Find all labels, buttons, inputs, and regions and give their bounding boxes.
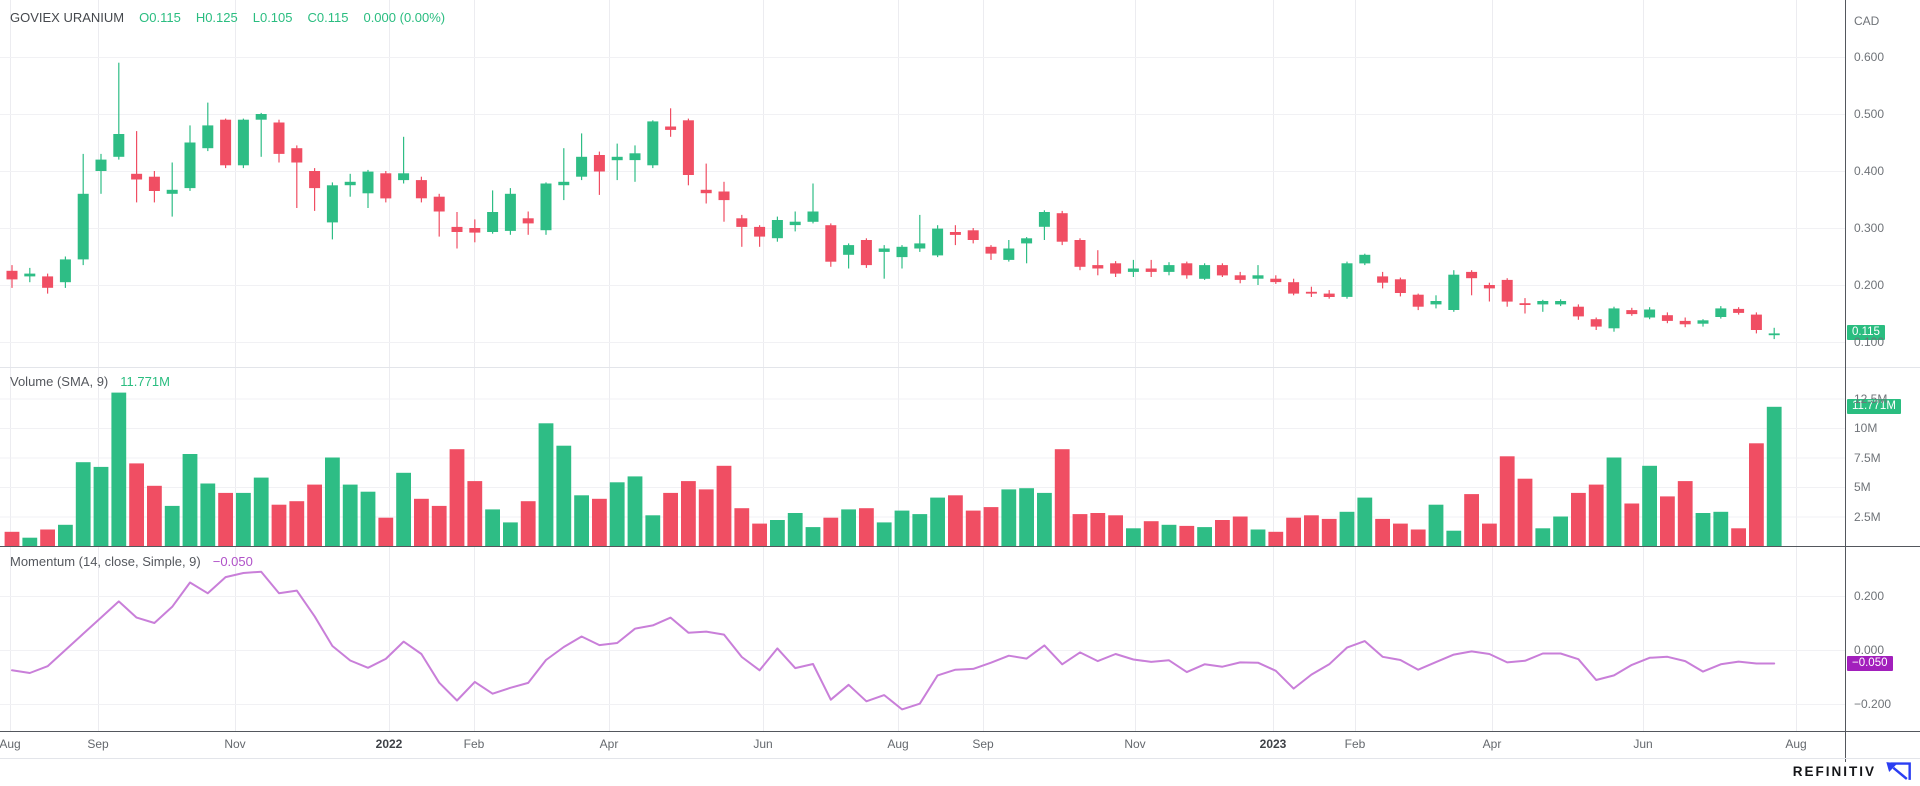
momentum-indicator-label: Momentum (14, close, Simple, 9)	[10, 554, 201, 569]
volume-indicator-value: 11.771M	[120, 374, 170, 389]
momentum-value-badge: −0.050	[1847, 655, 1893, 671]
change-value: 0.000 (0.00%)	[363, 10, 446, 25]
currency-label: CAD	[1854, 14, 1880, 28]
momentum-axis-tick: −0.200	[1854, 697, 1892, 711]
high-value: H0.125	[195, 10, 238, 25]
volume-axis-tick: 10M	[1854, 421, 1878, 435]
volume-panel-header: Volume (SMA, 9) 11.771M	[10, 374, 170, 390]
volume-axis-tick: 7.5M	[1854, 450, 1881, 465]
time-axis-month-label: Jun	[1633, 737, 1653, 751]
momentum-axis-tick: 0.000	[1854, 643, 1885, 657]
instrument-header: GOVIEX URANIUM O0.115 H0.125 L0.105 C0.1…	[10, 10, 445, 26]
price-axis-tick: 0.400	[1854, 164, 1885, 178]
momentum-axis-tick: 0.200	[1854, 589, 1885, 603]
time-axis-month-label: Apr	[599, 737, 619, 751]
refinitiv-arrow-icon	[1886, 762, 1911, 780]
price-axis-tick: 0.200	[1854, 278, 1885, 292]
candlestick-series	[6, 62, 1780, 340]
time-axis-month-label: Sep	[87, 737, 109, 751]
momentum-line	[11, 570, 1776, 711]
volume-sma-badge: 11.771M	[1847, 399, 1901, 415]
time-axis-month-label: Nov	[224, 737, 246, 751]
open-value: O0.115	[139, 10, 181, 25]
price-panel[interactable]	[0, 0, 1845, 367]
time-axis-month-label: Jun	[753, 737, 773, 751]
time-axis-month-label: Aug	[887, 737, 909, 751]
time-axis-month-label: Feb	[1344, 737, 1366, 751]
volume-axis-tick: 12.5M	[1854, 391, 1888, 406]
instrument-name: GOVIEX URANIUM	[10, 10, 125, 25]
time-axis-year-label: 2022	[375, 737, 403, 751]
close-value: C0.115	[307, 10, 349, 25]
volume-axis-tick: 5M	[1854, 480, 1871, 494]
time-axis-month-label: Feb	[463, 737, 485, 751]
last-price-badge: 0.115	[1847, 325, 1885, 341]
refinitiv-brand-text: REFINITIV	[1792, 764, 1876, 779]
momentum-indicator-value: −0.050	[212, 554, 253, 569]
price-axis-tick: 0.100	[1854, 335, 1885, 349]
momentum-panel[interactable]	[0, 547, 1845, 731]
time-axis-month-label: Aug	[1785, 737, 1807, 751]
refinitiv-logo: REFINITIV	[1793, 760, 1912, 783]
volume-series	[4, 392, 1782, 546]
time-axis-month-label: Apr	[1482, 737, 1502, 751]
volume-indicator-label: Volume (SMA, 9)	[10, 374, 109, 389]
volume-axis-tick: 2.5M	[1854, 509, 1881, 524]
time-axis-month-label: Sep	[972, 737, 994, 751]
time-axis-strip[interactable]	[0, 731, 1845, 758]
low-value: L0.105	[252, 10, 293, 25]
price-axis-tick: 0.300	[1854, 221, 1885, 235]
price-axis-tick: 0.600	[1854, 50, 1885, 64]
price-axis-tick: 0.500	[1854, 107, 1885, 121]
vertical-gridlines	[10, 0, 1797, 731]
horizontal-gridlines	[0, 57, 1845, 705]
time-axis-month-label: Nov	[1124, 737, 1146, 751]
time-axis-month-label: Aug	[0, 737, 21, 751]
momentum-panel-header: Momentum (14, close, Simple, 9) −0.050	[10, 554, 253, 570]
time-axis-year-label: 2023	[1259, 737, 1287, 751]
